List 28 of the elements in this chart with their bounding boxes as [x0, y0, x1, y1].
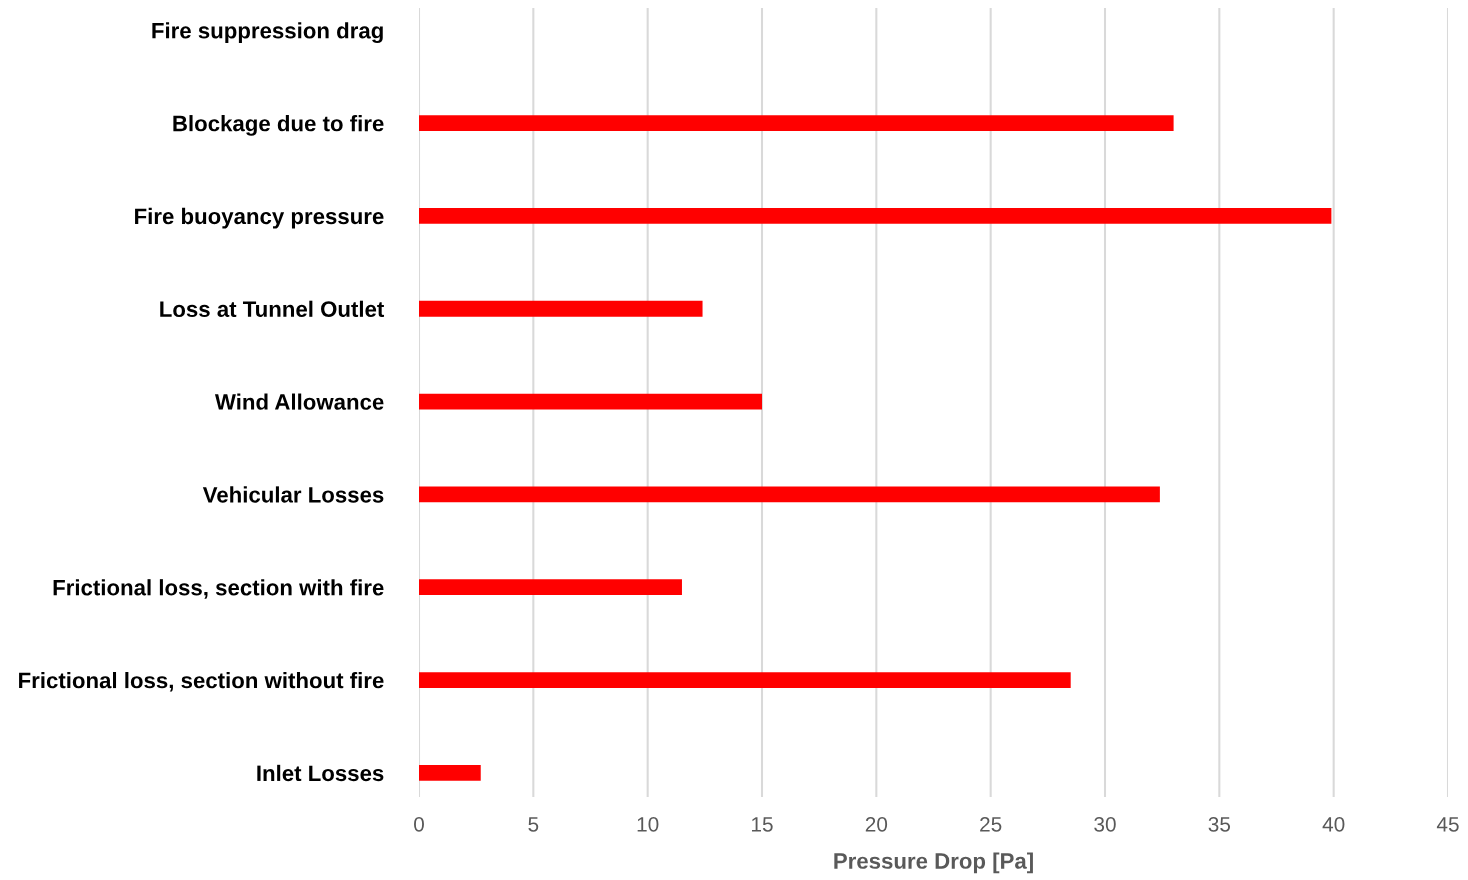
x-axis-title: Pressure Drop [Pa] — [834, 852, 1033, 874]
y-tick-label: Wind Allowance — [214, 393, 384, 410]
bar — [419, 115, 1174, 131]
y-tick-label: Fire suppression drag — [152, 22, 383, 44]
y-tick-label: Vehicular Losses — [202, 486, 384, 503]
x-tick-label: 20 — [865, 816, 888, 832]
bar — [419, 486, 1160, 503]
y-tick-label: Frictional loss, section with fire — [53, 579, 384, 599]
bar — [419, 579, 682, 596]
bar — [419, 300, 703, 317]
bar — [419, 208, 1332, 224]
y-tick-label: Inlet Losses — [257, 764, 384, 782]
x-tick-label: 40 — [1322, 816, 1345, 832]
y-tick-label: Blockage due to fire — [173, 115, 384, 136]
x-tick-label: 25 — [980, 816, 1002, 832]
bar — [419, 393, 762, 410]
y-tick-label: Fire buoyancy pressure — [135, 207, 384, 229]
y-tick-label: Frictional loss, section without fire — [19, 671, 384, 692]
bar — [419, 672, 1071, 688]
x-tick-label: 0 — [414, 816, 424, 832]
y-tick-label: Loss at Tunnel Outlet — [160, 300, 385, 318]
x-tick-label: 15 — [752, 817, 773, 832]
x-tick-label: 5 — [528, 817, 539, 832]
x-tick-label: 10 — [637, 816, 659, 832]
x-tick-label: 30 — [1094, 816, 1116, 832]
x-tick-label: 35 — [1208, 816, 1231, 832]
bar — [419, 764, 481, 781]
x-tick-label: 45 — [1436, 817, 1459, 832]
